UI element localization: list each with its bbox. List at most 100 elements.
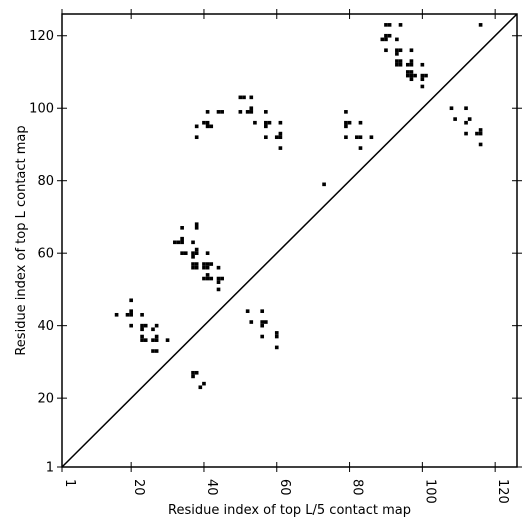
- contact-point: [344, 124, 348, 129]
- contact-point: [264, 110, 268, 114]
- contact-point: [205, 273, 210, 277]
- contact-point: [398, 48, 403, 53]
- contact-point: [194, 222, 199, 226]
- diagonal-reference-line: [61, 13, 518, 468]
- contact-point: [384, 23, 388, 27]
- contact-point: [220, 276, 224, 281]
- contact-point: [180, 251, 184, 255]
- contact-point: [129, 323, 133, 328]
- y-tick-label: 40: [37, 319, 54, 334]
- contact-point: [176, 240, 181, 245]
- contact-point: [249, 110, 254, 114]
- contact-point: [387, 33, 392, 38]
- contact-point: [409, 73, 414, 78]
- contact-point: [395, 37, 399, 42]
- contact-point: [216, 287, 221, 292]
- contact-point: [194, 370, 199, 375]
- contact-point: [205, 265, 210, 270]
- contact-point: [129, 312, 133, 317]
- contact-point: [140, 323, 144, 328]
- contact-point: [274, 345, 279, 350]
- contact-point: [274, 331, 279, 335]
- contact-point: [344, 135, 348, 140]
- contact-point: [194, 251, 199, 255]
- contact-point: [420, 84, 425, 89]
- contact-point: [180, 240, 184, 245]
- y-tick-label: 1: [46, 461, 54, 476]
- contact-point: [245, 110, 250, 114]
- contact-point: [420, 62, 425, 67]
- y-tick-label: 80: [37, 174, 54, 189]
- contact-point: [405, 73, 410, 78]
- contact-point: [154, 334, 159, 339]
- contact-point: [253, 120, 257, 125]
- contact-point: [143, 323, 148, 328]
- contact-point: [260, 309, 265, 313]
- contact-point: [395, 48, 399, 53]
- contact-point: [264, 120, 268, 125]
- contact-point: [384, 37, 388, 42]
- contact-point: [355, 135, 359, 140]
- contact-point: [358, 146, 363, 150]
- contact-point: [449, 106, 454, 111]
- contact-point: [194, 265, 199, 270]
- contact-point: [151, 349, 155, 353]
- y-tick-label: 120: [29, 29, 54, 44]
- contact-point: [264, 320, 268, 324]
- contact-point: [194, 247, 199, 252]
- contact-point: [180, 236, 184, 241]
- y-tick-label: 100: [29, 102, 54, 117]
- y-tick-label: 60: [37, 247, 54, 262]
- contact-point: [249, 106, 254, 111]
- contact-point: [140, 338, 144, 342]
- contact-point: [478, 23, 483, 27]
- contact-point: [198, 385, 203, 390]
- contact-point: [369, 135, 374, 140]
- contact-point: [278, 120, 283, 125]
- contact-point: [209, 262, 214, 266]
- contact-point: [129, 309, 133, 313]
- contact-point: [140, 312, 144, 317]
- contact-point: [194, 262, 199, 266]
- contact-point: [274, 334, 279, 339]
- contact-point: [384, 48, 388, 53]
- contact-point: [191, 262, 195, 266]
- contact-point: [114, 312, 119, 317]
- contact-point: [191, 370, 195, 375]
- contact-point: [478, 131, 483, 136]
- contact-point: [165, 338, 170, 342]
- contact-point: [194, 124, 199, 129]
- contact-point: [387, 23, 392, 27]
- contact-point: [191, 251, 195, 255]
- contact-point: [209, 124, 214, 129]
- contact-point: [202, 381, 206, 386]
- contact-point: [242, 95, 246, 100]
- contact-point: [424, 73, 428, 78]
- contact-point: [398, 23, 403, 27]
- contact-point: [220, 110, 224, 114]
- contact-point: [205, 276, 210, 281]
- contact-point: [475, 131, 479, 136]
- contact-point: [464, 131, 468, 136]
- contact-point: [278, 135, 283, 140]
- contact-point: [478, 142, 483, 147]
- contact-point: [202, 120, 206, 125]
- contact-point: [344, 110, 348, 114]
- contact-point: [384, 33, 388, 38]
- contact-point: [205, 120, 210, 125]
- contact-point: [264, 124, 268, 129]
- contact-point: [405, 62, 410, 67]
- y-axis-label: Residue index of top L contact map: [14, 125, 29, 355]
- contact-point: [216, 276, 221, 281]
- contact-point: [395, 59, 399, 63]
- contact-point: [209, 276, 214, 281]
- contact-point: [409, 70, 414, 74]
- contact-point: [191, 240, 195, 245]
- contact-point: [420, 73, 425, 78]
- contact-point: [464, 120, 468, 125]
- contact-point: [409, 59, 414, 63]
- contact-point: [398, 62, 403, 67]
- contact-point: [398, 59, 403, 63]
- contact-point: [154, 338, 159, 342]
